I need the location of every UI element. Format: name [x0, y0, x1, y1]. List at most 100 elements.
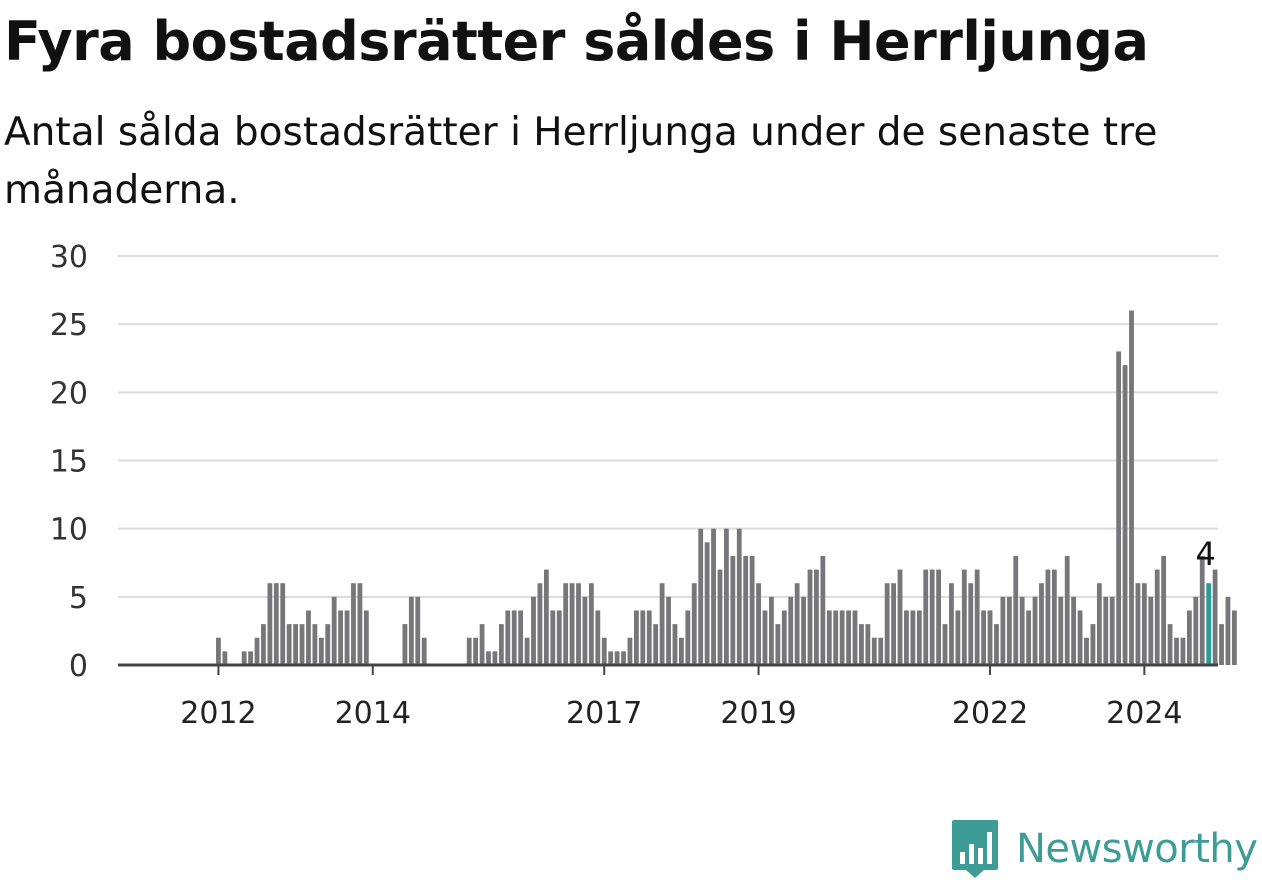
bar: [306, 610, 311, 665]
bar: [556, 610, 562, 665]
y-axis: 0 5 10 15 20 25 30: [50, 240, 88, 684]
bar: [248, 651, 253, 665]
x-tick-label: 2012: [180, 696, 256, 731]
bar: [1154, 569, 1160, 665]
bar: [325, 624, 331, 665]
bar: [550, 610, 556, 665]
bar: [1109, 596, 1115, 665]
bar: [1186, 610, 1192, 665]
bar: [473, 637, 479, 665]
bar: [293, 624, 298, 665]
bar: [338, 610, 344, 665]
bar: [1039, 583, 1044, 665]
bar: [910, 610, 916, 665]
bar: [531, 596, 536, 665]
bar: [859, 624, 864, 665]
y-tick-label: 10: [50, 513, 88, 548]
bar: [852, 610, 858, 665]
bar: [627, 637, 633, 665]
brand-name: Newsworthy: [1016, 826, 1258, 872]
bar: [994, 624, 999, 665]
bar: [833, 610, 839, 665]
bar: [1019, 596, 1025, 665]
y-tick-label: 25: [50, 308, 88, 343]
bar: [524, 637, 530, 665]
bar: [486, 651, 491, 665]
bar: [505, 610, 511, 665]
bar: [666, 596, 671, 665]
bar: [955, 610, 961, 665]
bar: [904, 610, 909, 665]
bar: [871, 637, 877, 665]
y-tick-label: 20: [50, 376, 88, 411]
bar: [691, 583, 697, 665]
bar: [801, 596, 806, 665]
x-tick-label: 2024: [1106, 696, 1182, 731]
bar: [595, 610, 601, 665]
bar: [794, 583, 800, 665]
bar: [820, 555, 826, 665]
bar: [640, 610, 646, 665]
bar: [1013, 555, 1019, 665]
bar: [717, 569, 723, 665]
bar: [653, 624, 659, 665]
bar: [1058, 596, 1064, 665]
brand-logo: Newsworthy: [950, 818, 1258, 880]
bar: [479, 624, 485, 665]
bar: [646, 610, 652, 665]
highlight-value-label: 4: [1195, 535, 1215, 573]
x-tick-label: 2014: [335, 696, 411, 731]
bar: [698, 528, 704, 665]
bar: [299, 624, 305, 665]
bar: [1122, 365, 1128, 665]
bar: [254, 637, 260, 665]
bar: [1141, 583, 1147, 665]
bar: [659, 583, 665, 665]
bar: [273, 583, 279, 665]
bar: [408, 596, 414, 665]
bar: [563, 583, 569, 665]
x-tick-label: 2019: [720, 696, 796, 731]
bar: [1199, 555, 1205, 665]
bar: [704, 542, 710, 665]
bar: [749, 555, 755, 665]
bar-chart: 0 5 10 15 20 25 30 2012 2014 2017 2019 2022 2024 4: [50, 240, 1237, 731]
bar: [961, 569, 967, 665]
bar: [1006, 596, 1012, 665]
bar: [633, 610, 639, 665]
bar: [736, 528, 742, 665]
bar: [1064, 555, 1070, 665]
chart-title: Fyra bostadsrätter såldes i Herrljunga: [4, 10, 1149, 73]
bar: [318, 637, 324, 665]
y-tick-label: 15: [50, 445, 88, 480]
bar: [775, 624, 781, 665]
bar: [1096, 583, 1102, 665]
bar: [241, 651, 247, 665]
bar: [897, 569, 903, 665]
bar: [884, 583, 890, 665]
bar: [814, 569, 819, 665]
bar: [1032, 596, 1038, 665]
bar: [826, 610, 832, 665]
x-axis: 2012 2014 2017 2019 2022 2024: [118, 663, 1218, 731]
bar: [1129, 310, 1134, 665]
bar: [878, 637, 884, 665]
bar: [621, 651, 626, 665]
bar: [1077, 610, 1083, 665]
bar: [1180, 637, 1186, 665]
bar: [402, 624, 408, 665]
bar: [685, 610, 691, 665]
bar: [949, 583, 954, 665]
grid-lines: [118, 255, 1218, 598]
bar: [357, 583, 363, 665]
bar: [788, 596, 794, 665]
bar: [312, 624, 318, 665]
bar: [929, 569, 935, 665]
bar: [261, 624, 266, 665]
bar: [363, 610, 369, 665]
bar: [916, 610, 922, 665]
bar: [672, 624, 678, 665]
bar: [756, 583, 761, 665]
bar: [1116, 351, 1122, 665]
bar: [1161, 555, 1167, 665]
